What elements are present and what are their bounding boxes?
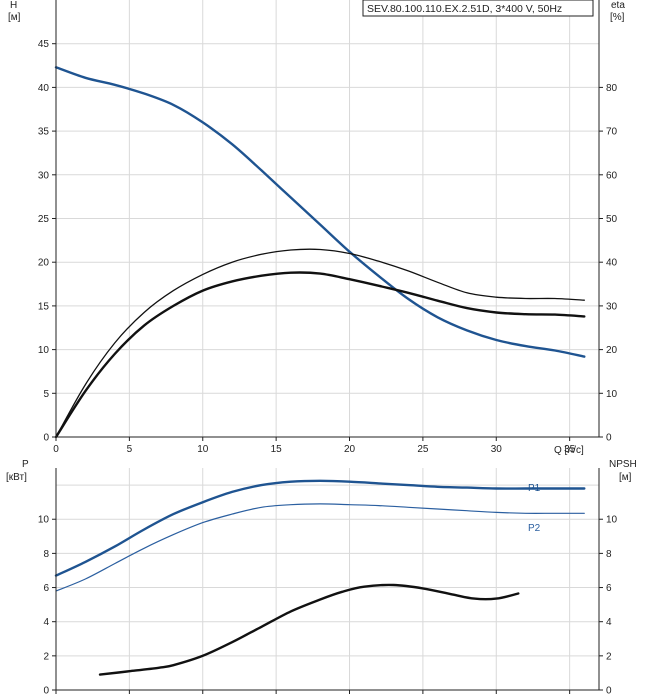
panel1-grid (56, 0, 599, 437)
x-tick-label: 0 (53, 444, 59, 455)
p1-series-label: P1 (528, 483, 541, 494)
head-efficiency-panel: 0 5 10 15 20 25 30 35 40 45 0 10 20 30 40 50 60 70 80 0 5 10 1… (8, 0, 625, 456)
chart-title: SEV.80.100.110.EX.2.51D, 3*400 V, 50Hz (367, 3, 562, 15)
panel1-ticks: 0 5 10 15 20 25 30 35 40 45 0 10 20 30 40 50 60 70 80 0 5 10 1… (38, 39, 618, 455)
p2-power-curve (55, 503, 585, 592)
right-tick-label: 40 (606, 258, 618, 269)
power-axis-unit: [кВт] (6, 472, 27, 483)
x-tick-label: 35 (564, 444, 576, 455)
left-tick-label: 20 (38, 258, 50, 269)
right-tick-label: 30 (606, 301, 618, 312)
right-tick-label: 70 (606, 127, 618, 138)
x-tick-label: 30 (491, 444, 503, 455)
head-curve (54, 66, 586, 358)
npsh-axis-label: NPSH (609, 459, 637, 470)
panel2-grid (56, 468, 599, 690)
left-tick-label: 35 (38, 127, 50, 138)
npsh-axis-unit: [м] (619, 472, 632, 483)
x-tick-label: 10 (197, 444, 209, 455)
left-tick-label: 25 (38, 214, 50, 225)
right-tick-label: 60 (606, 170, 618, 181)
power-axis-label: P (22, 459, 29, 470)
right-tick-label: 10 (606, 515, 618, 526)
right-tick-label: 50 (606, 214, 618, 225)
right-tick-label: 20 (606, 345, 618, 356)
head-axis-unit: [м] (8, 12, 21, 23)
efficiency-axis-unit: [%] (610, 12, 625, 23)
chart-title-box (362, 0, 594, 17)
right-tick-label: 4 (606, 617, 612, 628)
left-tick-label: 30 (38, 170, 50, 181)
left-tick-label: 2 (43, 651, 49, 662)
right-tick-label: 80 (606, 83, 618, 94)
p2-series-label: P2 (528, 523, 541, 534)
left-tick-label: 10 (38, 345, 50, 356)
right-tick-label: 0 (606, 686, 612, 697)
panel2-ticks: 0 2 4 6 8 10 0 2 4 6 8 10 (38, 515, 618, 697)
x-tick-label: 20 (344, 444, 356, 455)
right-tick-label: 0 (606, 433, 612, 444)
x-tick-label: 15 (271, 444, 283, 455)
left-tick-label: 4 (43, 617, 49, 628)
left-tick-label: 45 (38, 39, 50, 50)
flow-axis-label: Q [л/с] (554, 445, 584, 456)
npsh-curve (98, 583, 520, 676)
left-tick-label: 0 (43, 433, 49, 444)
x-tick-label: 5 (127, 444, 133, 455)
right-tick-label: 2 (606, 651, 612, 662)
left-tick-label: 0 (43, 686, 49, 697)
efficiency-axis-label: eta (611, 0, 625, 11)
left-tick-label: 8 (43, 549, 49, 560)
left-tick-label: 10 (38, 515, 50, 526)
power-npsh-panel: 0 2 4 6 8 10 0 2 4 6 8 10 P [кВт] NPSH [м] P1 P2 (6, 459, 637, 697)
head-axis-label: H (10, 0, 17, 11)
panel2-frame (55, 468, 600, 691)
p1-power-curve (54, 479, 586, 577)
left-tick-label: 5 (43, 389, 49, 400)
right-tick-label: 8 (606, 549, 612, 560)
right-tick-label: 10 (606, 389, 618, 400)
x-tick-label: 25 (417, 444, 429, 455)
right-tick-label: 6 (606, 583, 612, 594)
left-tick-label: 15 (38, 301, 50, 312)
left-tick-label: 6 (43, 583, 49, 594)
left-tick-label: 40 (38, 83, 50, 94)
panel2-curves (54, 479, 586, 676)
efficiency-curve-lower (54, 271, 586, 439)
efficiency-curve-upper (55, 248, 585, 438)
panel1-curves (54, 66, 586, 439)
